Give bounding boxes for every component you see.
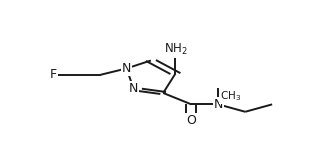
Text: CH$_3$: CH$_3$: [220, 90, 241, 103]
Text: N: N: [129, 82, 138, 95]
Text: N: N: [214, 98, 223, 111]
Text: N: N: [122, 62, 131, 75]
Text: O: O: [186, 114, 196, 127]
Text: F: F: [49, 68, 57, 81]
Text: NH$_2$: NH$_2$: [163, 42, 187, 57]
